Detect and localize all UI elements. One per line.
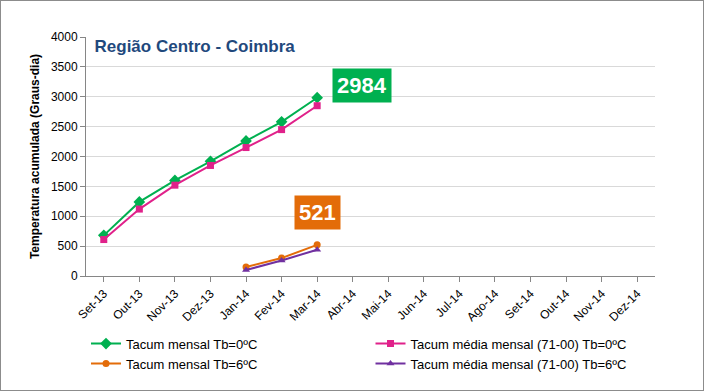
svg-text:521: 521 [299, 200, 336, 225]
svg-text:Região Centro - Coimbra: Região Centro - Coimbra [95, 37, 296, 56]
svg-text:Dez-13: Dez-13 [180, 287, 217, 324]
svg-text:3000: 3000 [51, 90, 78, 104]
svg-text:Tacum média mensal (71-00) Tb=: Tacum média mensal (71-00) Tb=0ºC [411, 337, 627, 352]
svg-text:0: 0 [71, 269, 78, 283]
svg-text:Abr-14: Abr-14 [324, 287, 360, 323]
svg-text:Nov-13: Nov-13 [144, 287, 181, 324]
svg-text:Mar-14: Mar-14 [287, 287, 324, 324]
svg-text:1500: 1500 [51, 180, 78, 194]
svg-text:Dez-14: Dez-14 [606, 287, 643, 324]
svg-text:Fev-14: Fev-14 [252, 287, 289, 324]
svg-text:Jun-14: Jun-14 [394, 287, 430, 323]
svg-text:Temperatura acumulada (Graus-d: Temperatura acumulada (Graus-dia) [28, 54, 42, 259]
svg-text:Set-14: Set-14 [502, 287, 537, 322]
svg-text:2500: 2500 [51, 120, 78, 134]
svg-text:4000: 4000 [51, 30, 78, 44]
svg-text:500: 500 [58, 239, 78, 253]
svg-text:1000: 1000 [51, 209, 78, 223]
svg-text:3500: 3500 [51, 60, 78, 74]
svg-text:Nov-14: Nov-14 [571, 287, 608, 324]
svg-text:Out-14: Out-14 [537, 287, 573, 323]
svg-text:2984: 2984 [337, 73, 387, 98]
svg-text:Ago-14: Ago-14 [464, 287, 501, 324]
svg-text:Mai-14: Mai-14 [359, 287, 395, 323]
svg-text:Jan-14: Jan-14 [217, 287, 253, 323]
svg-text:Out-13: Out-13 [110, 287, 146, 323]
svg-text:Tacum mensal Tb=0ºC: Tacum mensal Tb=0ºC [126, 337, 257, 352]
svg-text:Tacum mensal Tb=6ºC: Tacum mensal Tb=6ºC [126, 357, 257, 372]
svg-text:Jul-14: Jul-14 [433, 287, 466, 320]
svg-text:Set-13: Set-13 [75, 287, 110, 322]
svg-text:Tacum média mensal (71-00) Tb=: Tacum média mensal (71-00) Tb=6ºC [411, 357, 627, 372]
svg-text:2000: 2000 [51, 150, 78, 164]
